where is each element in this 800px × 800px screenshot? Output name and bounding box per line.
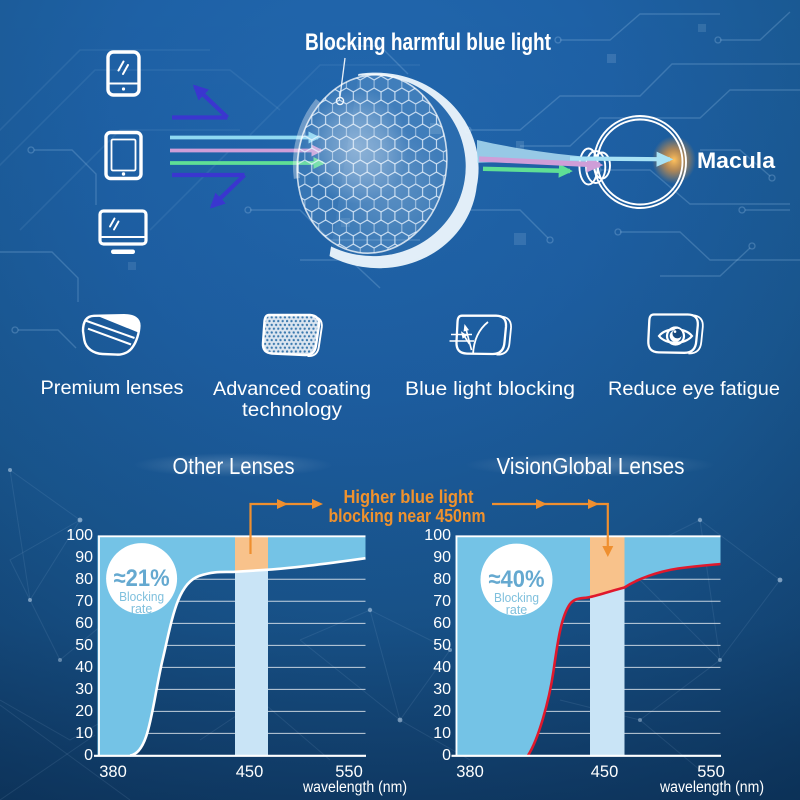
svg-text:wavelength (nm): wavelength (nm) bbox=[659, 779, 764, 796]
svg-text:Blocking: Blocking bbox=[119, 590, 164, 604]
svg-text:rate: rate bbox=[131, 602, 153, 616]
svg-text:100: 100 bbox=[66, 527, 93, 544]
svg-text:450: 450 bbox=[236, 763, 264, 781]
svg-text:Other Lenses: Other Lenses bbox=[173, 453, 295, 479]
svg-text:380: 380 bbox=[99, 763, 127, 781]
svg-text:40: 40 bbox=[75, 659, 93, 676]
svg-text:40: 40 bbox=[433, 659, 451, 676]
svg-text:70: 70 bbox=[75, 593, 93, 610]
svg-text:blocking near 450nm: blocking near 450nm bbox=[329, 506, 486, 526]
svg-text:Blocking: Blocking bbox=[494, 591, 539, 605]
svg-text:Premium lenses: Premium lenses bbox=[41, 378, 184, 399]
svg-text:rate: rate bbox=[506, 603, 528, 617]
svg-text:550: 550 bbox=[697, 763, 725, 781]
svg-text:70: 70 bbox=[433, 593, 451, 610]
svg-text:90: 90 bbox=[433, 549, 451, 566]
svg-text:100: 100 bbox=[424, 527, 451, 544]
svg-text:Macula: Macula bbox=[697, 148, 776, 173]
svg-text:0: 0 bbox=[84, 747, 93, 764]
svg-text:550: 550 bbox=[335, 763, 363, 781]
svg-text:60: 60 bbox=[433, 615, 451, 632]
svg-text:380: 380 bbox=[456, 763, 484, 781]
svg-text:Advanced coating: Advanced coating bbox=[213, 379, 371, 400]
svg-text:60: 60 bbox=[75, 615, 93, 632]
svg-text:≈40%: ≈40% bbox=[489, 566, 545, 593]
svg-text:wavelength (nm): wavelength (nm) bbox=[302, 779, 407, 796]
svg-text:80: 80 bbox=[433, 571, 451, 588]
svg-text:90: 90 bbox=[75, 549, 93, 566]
svg-text:30: 30 bbox=[433, 681, 451, 698]
svg-text:10: 10 bbox=[75, 725, 93, 742]
svg-text:0: 0 bbox=[442, 747, 451, 764]
svg-text:30: 30 bbox=[75, 681, 93, 698]
svg-text:Higher blue light: Higher blue light bbox=[344, 487, 474, 507]
svg-text:technology: technology bbox=[242, 400, 343, 421]
svg-text:Reduce eye fatigue: Reduce eye fatigue bbox=[608, 379, 780, 400]
svg-text:50: 50 bbox=[433, 637, 451, 654]
svg-text:Blue light blocking: Blue light blocking bbox=[405, 379, 575, 400]
svg-text:≈21%: ≈21% bbox=[114, 565, 170, 592]
svg-text:450: 450 bbox=[591, 763, 619, 781]
svg-text:80: 80 bbox=[75, 571, 93, 588]
svg-text:VisionGlobal Lenses: VisionGlobal Lenses bbox=[497, 453, 685, 479]
svg-text:20: 20 bbox=[75, 703, 93, 720]
svg-text:Blocking harmful blue light: Blocking harmful blue light bbox=[305, 29, 551, 56]
svg-text:20: 20 bbox=[433, 703, 451, 720]
svg-text:50: 50 bbox=[75, 637, 93, 654]
svg-text:10: 10 bbox=[433, 725, 451, 742]
